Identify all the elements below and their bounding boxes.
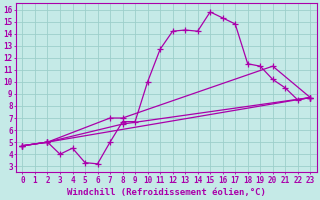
X-axis label: Windchill (Refroidissement éolien,°C): Windchill (Refroidissement éolien,°C) [67,188,266,197]
